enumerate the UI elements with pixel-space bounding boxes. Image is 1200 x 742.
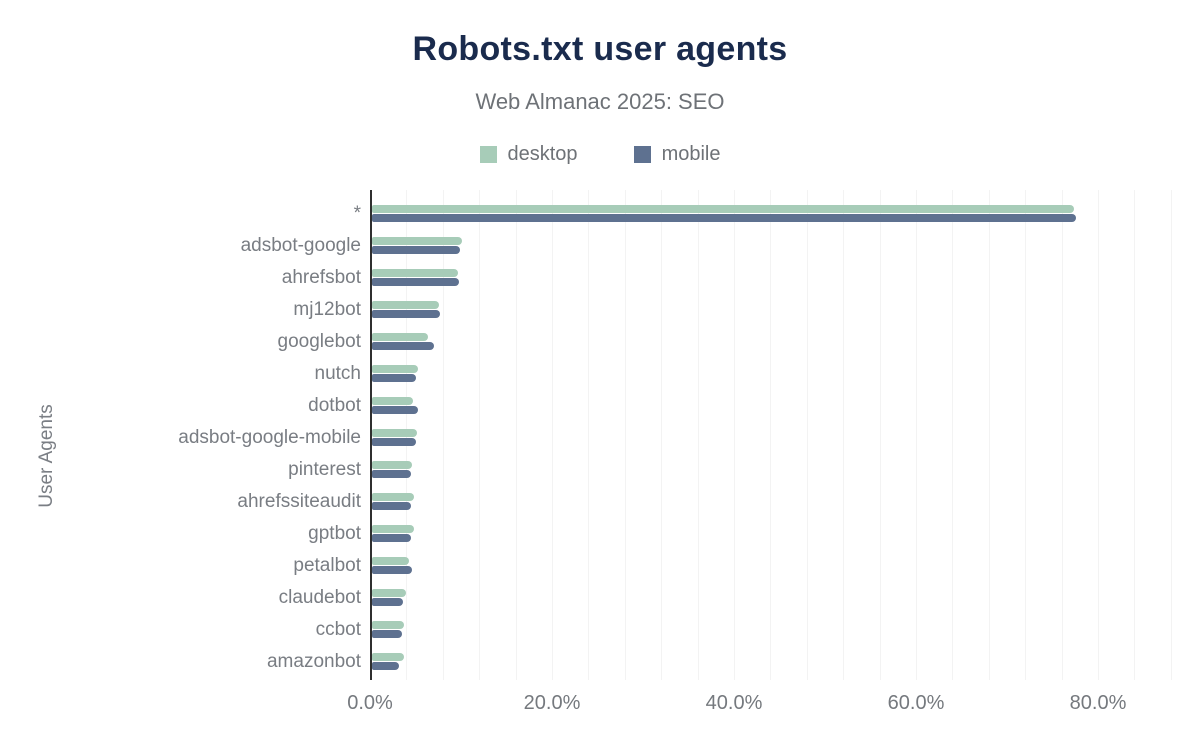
gridline <box>879 190 881 680</box>
gridline <box>1061 190 1063 680</box>
bar-desktop <box>372 205 1074 213</box>
category-label: nutch <box>314 363 361 384</box>
bar-desktop <box>372 397 413 405</box>
gridline <box>515 190 517 680</box>
category-label: googlebot <box>277 331 361 352</box>
y-axis-title: User Agents <box>36 404 57 508</box>
legend-item-mobile: mobile <box>633 143 721 166</box>
gridline <box>770 190 772 680</box>
category-label: pinterest <box>288 459 361 480</box>
bar-mobile <box>372 470 412 478</box>
bar-mobile <box>372 374 416 382</box>
category-label: ahrefsbot <box>281 267 361 288</box>
y-axis-line <box>370 190 372 680</box>
category-label: adsbot-google <box>240 235 361 256</box>
bar-mobile <box>372 534 412 542</box>
gridline <box>442 190 444 680</box>
gridline <box>1134 190 1136 680</box>
gridline <box>916 190 917 680</box>
category-label: * <box>353 203 361 224</box>
bar-mobile <box>372 342 434 350</box>
category-label: claudebot <box>278 587 361 608</box>
x-tick-label: 60.0% <box>887 692 945 714</box>
gridline <box>624 190 626 680</box>
legend-label-desktop: desktop <box>507 143 578 165</box>
category-label: ccbot <box>315 619 361 640</box>
bar-desktop <box>372 557 410 565</box>
bar-desktop <box>372 525 414 533</box>
category-label: dotbot <box>308 395 361 416</box>
x-tick-label: 20.0% <box>523 692 581 714</box>
plot-area: * adsbot-google ahrefsbot mj12bot googlebot n… <box>178 190 1190 714</box>
x-tick-label: 40.0% <box>705 692 763 714</box>
bar-desktop <box>372 621 404 629</box>
gridline <box>734 190 735 680</box>
bar-desktop <box>372 493 414 501</box>
category-label: petalbot <box>293 555 361 576</box>
desktop-swatch <box>479 146 497 163</box>
legend: desktop mobile <box>0 143 1200 166</box>
mobile-swatch <box>633 146 651 163</box>
legend-item-desktop: desktop <box>479 143 578 166</box>
gridline <box>843 190 845 680</box>
category-label: gptbot <box>308 523 361 544</box>
gridline <box>1025 190 1027 680</box>
gridline <box>988 190 990 680</box>
bar-desktop <box>372 589 406 597</box>
bar-mobile <box>372 310 441 318</box>
bar-desktop <box>372 653 404 661</box>
bar-mobile <box>372 630 403 638</box>
gridline <box>697 190 699 680</box>
x-tick-label: 80.0% <box>1069 692 1127 714</box>
bar-mobile <box>372 246 461 254</box>
gridline <box>588 190 590 680</box>
bar-mobile <box>372 662 400 670</box>
bar-desktop <box>372 269 459 277</box>
bar-desktop <box>372 365 419 373</box>
bar-desktop <box>372 461 413 469</box>
bar-mobile <box>372 438 416 446</box>
gridline <box>952 190 954 680</box>
chart-title: Robots.txt user agents <box>412 30 788 68</box>
gridline <box>552 190 553 680</box>
chart-subtitle: Web Almanac 2025: SEO <box>475 89 725 114</box>
gridline <box>479 190 481 680</box>
bar-mobile <box>372 502 412 510</box>
gridline <box>661 190 663 680</box>
bar-desktop <box>372 237 463 245</box>
x-tick-label: 0.0% <box>347 692 393 714</box>
bar-mobile <box>372 598 403 606</box>
bar-mobile <box>372 406 419 414</box>
bar-mobile <box>372 566 413 574</box>
category-label: mj12bot <box>293 299 361 320</box>
bar-desktop <box>372 301 440 309</box>
category-label: amazonbot <box>266 651 361 672</box>
category-label: adsbot-google-mobile <box>178 427 361 448</box>
category-label: ahrefssiteaudit <box>237 491 361 512</box>
bar-desktop <box>372 429 417 437</box>
bar-mobile <box>372 278 460 286</box>
gridline <box>1170 190 1172 680</box>
gridline <box>806 190 808 680</box>
gridline <box>1098 190 1099 680</box>
legend-label-mobile: mobile <box>661 143 721 165</box>
bar-mobile <box>372 214 1077 222</box>
bar-desktop <box>372 333 429 341</box>
